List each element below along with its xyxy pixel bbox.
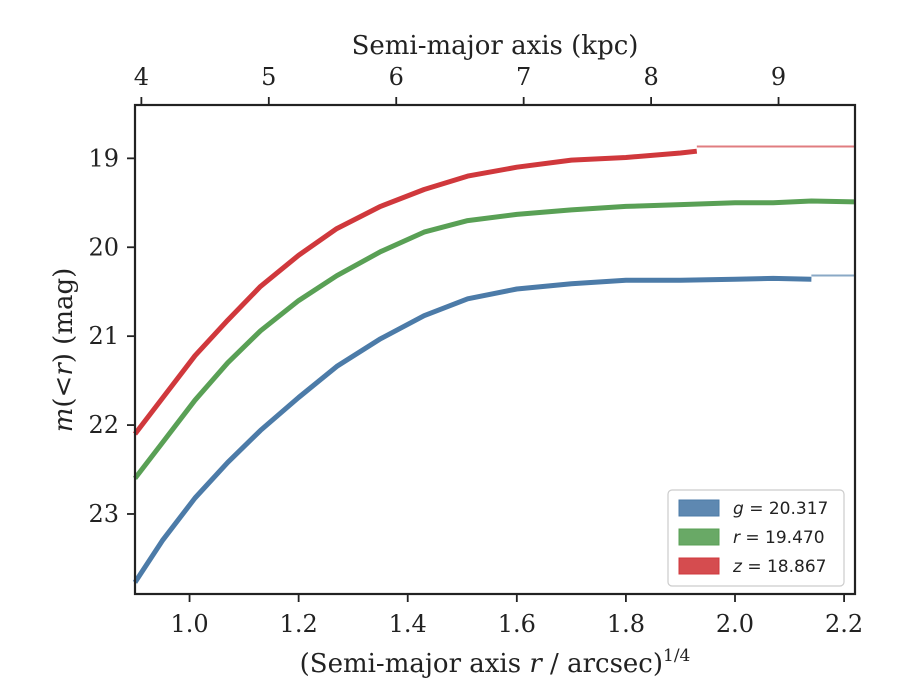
x-axis-title-mid: / arcsec) (542, 649, 663, 679)
top-tick-label: 6 (389, 63, 404, 91)
legend-swatch-z (678, 557, 720, 575)
y-axis-title-r: r (49, 362, 79, 376)
x-tick-label: 2.0 (716, 610, 754, 638)
legend-label-r: r = 19.470 (733, 528, 825, 548)
x-axis-title-exponent: 1/4 (663, 646, 690, 666)
x-tick-label: 2.2 (825, 610, 863, 638)
y-axis-title-rest: ) (mag) (49, 268, 79, 364)
series-line-g (132, 275, 812, 584)
legend-label-z: z = 18.867 (732, 557, 826, 577)
x-tick-label: 1.6 (498, 610, 536, 638)
legend-swatch-g (678, 499, 720, 517)
top-tick-label: 4 (134, 63, 149, 91)
top-tick-label: 9 (771, 63, 786, 91)
y-tick-label: 19 (88, 144, 119, 172)
x-axis-title-prefix: (Semi-major axis (300, 649, 530, 679)
x-axis-title: (Semi-major axis r / arcsec)1/4 (300, 646, 691, 679)
legend: g = 20.317 r = 19.470 z = 18.867 (667, 489, 845, 587)
y-axis-title-paren: (< (49, 376, 79, 408)
series-line-r (133, 198, 856, 480)
y-tick-label: 21 (88, 322, 119, 350)
y-tick-label: 22 (88, 411, 119, 439)
legend-items: g = 20.317 r = 19.470 z = 18.867 (678, 499, 828, 577)
y-tick-label: 20 (88, 233, 119, 261)
series-line-z (133, 148, 698, 436)
legend-label-g: g = 20.317 (733, 499, 828, 519)
y-axis-title: m(<r) (mag) (49, 268, 79, 433)
series-lines (132, 148, 856, 584)
plot-area-frame (133, 103, 857, 596)
top-tick-label: 7 (516, 63, 531, 91)
y-axis-ticks: 19 20 21 22 23 (88, 144, 135, 528)
x-tick-label: 1.0 (170, 610, 208, 638)
top-tick-label: 8 (643, 63, 658, 91)
top-axis-title: Semi-major axis (kpc) (352, 31, 639, 61)
y-tick-label: 23 (88, 500, 119, 528)
asymptote-lines (696, 145, 855, 277)
x-tick-label: 1.2 (280, 610, 318, 638)
legend-swatch-r (678, 528, 720, 546)
top-axis-ticks: 4 5 6 7 8 9 (134, 63, 786, 105)
x-tick-label: 1.8 (607, 610, 645, 638)
y-axis-title-m: m (49, 408, 79, 433)
x-axis-ticks: 1.0 1.2 1.4 1.6 1.8 2.0 2.2 (170, 594, 863, 638)
top-tick-label: 5 (261, 63, 276, 91)
x-axis-title-var: r (529, 649, 543, 679)
x-tick-label: 1.4 (389, 610, 427, 638)
